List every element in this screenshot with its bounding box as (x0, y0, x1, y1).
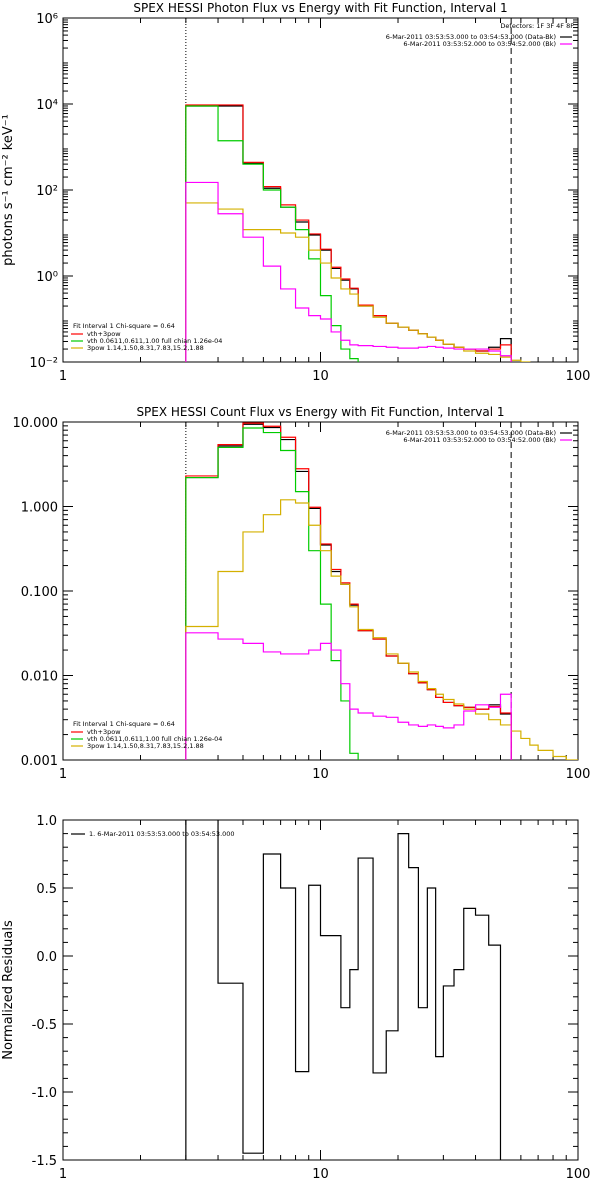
series-group (185, 820, 502, 1160)
series-line-4 (185, 499, 578, 760)
series-line-4 (185, 202, 531, 362)
x-tick-label: 10 (312, 767, 329, 782)
y-tick-label: -1.0 (32, 1086, 57, 1101)
x-tick-label: 100 (566, 1167, 591, 1182)
x-tick-label: 100 (566, 369, 591, 384)
chart-panel-2: SPEX HESSI Count Flux vs Energy with Fit… (13, 405, 591, 782)
x-tick-label: 1 (59, 369, 67, 384)
legend-top-left: 1. 6-Mar-2011 03:53:53.000 to 03:54:53.0… (71, 830, 235, 838)
x-tick-label: 10 (312, 1167, 329, 1182)
chart-panel-1: SPEX HESSI Photon Flux vs Energy with Fi… (1, 1, 590, 384)
y-axis-label: photons s⁻¹ cm⁻² keV⁻¹ (1, 114, 16, 266)
legend-entry-text: 1. 6-Mar-2011 03:53:53.000 to 03:54:53.0… (89, 830, 235, 838)
legend-bottom-left: Fit Interval 1 Chi-square = 0.64vth+3pow… (71, 322, 222, 352)
y-tick-label: 0.001 (21, 754, 58, 769)
series-line-2 (185, 104, 512, 362)
chart-title: SPEX HESSI Photon Flux vs Energy with Fi… (133, 1, 507, 15)
series-line-1 (185, 423, 512, 760)
series-group (185, 422, 578, 760)
legend-header: Fit Interval 1 Chi-square = 0.64 (73, 720, 175, 728)
legend-top-right: 6-Mar-2011 03:53:53.000 to 03:54:53.000 … (386, 429, 572, 444)
y-tick-label: 10⁴ (36, 98, 58, 113)
chart-title: SPEX HESSI Count Flux vs Energy with Fit… (136, 405, 504, 419)
y-tick-label: 10.000 (13, 416, 59, 431)
y-tick-label: 10⁻² (29, 356, 58, 371)
legend-entry-text: 3pow 1.14,1.50,8.31,7.83,15.2,1.88 (87, 344, 204, 352)
legend-bottom-left: Fit Interval 1 Chi-square = 0.64vth+3pow… (71, 720, 222, 750)
chart-panel-3: 1 10 100 -1.5 -1.0 -0.5 0.0 0.5 1.0 Normalized Re… (1, 814, 591, 1182)
series-line-5 (185, 181, 512, 362)
y-tick-label: 1.000 (21, 501, 58, 516)
legend-entry-text: vth 0.0611,0.611,1.00 full chian 1.26e-0… (87, 337, 222, 345)
y-tick-label: 1.0 (36, 814, 57, 829)
series-line-3 (185, 105, 359, 362)
legend-header: Detectors: 1F 3F 4F 8F (500, 22, 574, 30)
legend-entry-text: 3pow 1.14,1.50,8.31,7.83,15.2,1.88 (87, 742, 204, 750)
series-group (185, 104, 531, 362)
x-tick-label: 1 (59, 1167, 67, 1182)
x-tick-label: 10 (312, 369, 329, 384)
legend-entry-text: 6-Mar-2011 03:53:52.000 to 03:54:52.000 … (403, 436, 556, 444)
y-tick-label: 0.0 (36, 950, 57, 965)
y-tick-label: 0.010 (21, 670, 58, 685)
x-tick-label: 1 (59, 767, 67, 782)
legend-entry-text: vth 0.0611,0.611,1.00 full chian 1.26e-0… (87, 735, 222, 743)
legend-header: Fit Interval 1 Chi-square = 0.64 (73, 322, 175, 330)
y-tick-label: 0.100 (21, 585, 58, 600)
x-tick-label: 100 (566, 767, 591, 782)
series-line-3 (185, 427, 359, 760)
legend-entry-text: 6-Mar-2011 03:53:53.000 to 03:54:53.000 … (386, 33, 556, 41)
series-line-5 (185, 632, 512, 760)
y-tick-label: 0.5 (36, 882, 57, 897)
legend-entry-text: 6-Mar-2011 03:53:53.000 to 03:54:53.000 … (386, 429, 556, 437)
y-tick-label: -0.5 (32, 1018, 57, 1033)
series-line-1 (185, 820, 502, 1160)
y-tick-label: 10⁶ (36, 12, 58, 27)
y-tick-label: 10⁰ (36, 270, 58, 285)
legend-entry-text: 6-Mar-2011 03:53:52.000 to 03:54:52.000 … (403, 40, 556, 48)
y-tick-label: -1.5 (32, 1154, 57, 1169)
y-tick-label: 10² (36, 184, 58, 199)
plot-frame (62, 17, 579, 363)
legend-top-right: Detectors: 1F 3F 4F 8F 6-Mar-2011 03:53:5… (386, 22, 575, 48)
series-line-2 (185, 422, 512, 760)
series-line-1 (185, 105, 512, 362)
legend-entry-text: vth+3pow (87, 728, 121, 736)
legend-entry-text: vth+3pow (87, 330, 121, 338)
y-axis-label: Normalized Residuals (1, 920, 16, 1060)
